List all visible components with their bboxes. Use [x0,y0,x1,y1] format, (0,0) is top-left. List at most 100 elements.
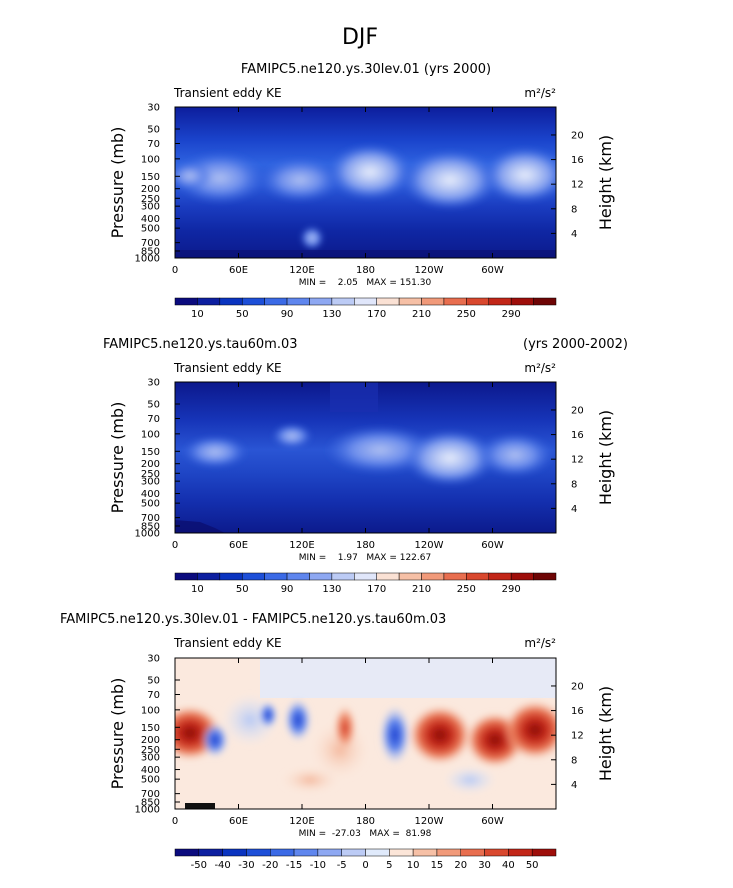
colorbar-swatch [376,297,400,306]
y-tick-label: 1000 [135,254,160,265]
y-tick-label: 30 [147,378,160,389]
min-max-stats: MIN = 2.05 MAX = 151.30 [299,278,432,288]
y-tick-label: 150 [141,723,160,734]
y-tick-label: 30 [147,103,160,114]
y-tick-label: 50 [147,399,160,410]
chart-panel-1: FAMIPC5.ne120.ys.30lev.01 (yrs 2000) Tra… [173,62,557,259]
x-tick-label: 0 [172,816,178,827]
y-axis-label: Pressure (mb) [108,127,127,239]
colorbar-label: 5 [386,860,392,871]
colorbar-swatch [466,572,490,581]
colorbar-swatch [341,848,366,857]
y2-tick-label: 20 [571,405,584,416]
colorbar-swatch [531,848,557,857]
colorbar-swatch [354,572,377,581]
colorbar-label: 30 [478,860,491,871]
colorbar-label: 10 [407,860,420,871]
x-tick-label: 120E [289,816,314,827]
colorbar-swatch [460,848,485,857]
colorbar-label: -5 [337,860,347,871]
x-tick-label: 60E [229,265,248,276]
contour-field [175,658,556,809]
colorbar-swatch [286,572,310,581]
x-tick-label: 120W [415,265,444,276]
colorbar-label: 290 [502,309,521,320]
colorbar-label: 130 [322,584,341,595]
colorbar-swatch [219,572,243,581]
colorbar-label: 250 [457,309,476,320]
colorbar-label: 10 [191,584,204,595]
colorbar-swatch [365,848,390,857]
y-tick-label: 850 [141,798,160,809]
x-tick-label: 180 [356,265,375,276]
colorbar-label: -40 [214,860,230,871]
y-tick-label: 700 [141,238,160,249]
y2-tick-label: 12 [571,180,584,191]
y-tick-label: 850 [141,247,160,258]
y2-tick-label: 12 [571,731,584,742]
colorbar-swatch [293,848,319,857]
colorbar-swatch [219,297,243,306]
y2-tick-label: 4 [571,504,577,515]
contour-field [175,382,556,533]
colorbar-label: -15 [286,860,302,871]
page-title: DJF [342,25,378,50]
colorbar-label: 20 [454,860,467,871]
y2-tick-label: 16 [571,155,584,166]
axes-panel-1: 3050701001502002503004005007008501000201… [108,103,615,321]
colorbar-swatch [533,297,557,306]
colorbar-label: 170 [367,309,386,320]
y-tick-label: 70 [147,690,160,701]
chart-panel-3: FAMIPC5.ne120.ys.30lev.01 - FAMIPC5.ne12… [60,612,557,810]
colorbar-swatch [264,572,288,581]
colorbar-swatch [436,848,461,857]
y-tick-label: 150 [141,447,160,458]
y-tick-label: 500 [141,499,160,510]
colorbar-label: 10 [191,309,204,320]
chart-subtitle: Transient eddy KE [173,361,282,375]
chart-units: m²/s² [524,636,556,650]
y-tick-label: 200 [141,735,160,746]
colorbar-swatch [197,572,221,581]
y-tick-label: 250 [141,194,160,205]
y-tick-label: 50 [147,124,160,135]
axes-panel-2: 3050701001502002503004005007008501000201… [108,378,615,596]
y2-axis-label: Height (km) [596,135,615,230]
y-axis-label: Pressure (mb) [108,678,127,790]
y-tick-label: 70 [147,139,160,150]
y2-tick-label: 20 [571,130,584,141]
y-tick-label: 300 [141,753,160,764]
x-tick-label: 120E [289,265,314,276]
y-tick-label: 1000 [135,805,160,816]
y-tick-label: 500 [141,775,160,786]
colorbar-swatch [488,572,512,581]
colorbar-swatch [241,297,265,306]
y-tick-label: 250 [141,745,160,756]
colorbar-swatch [241,572,265,581]
colorbar-swatch [508,848,533,857]
colorbar-label: 130 [322,309,341,320]
colorbar: 10 50 90 130 170 210 250 290 [174,572,557,595]
y2-tick-label: 20 [571,681,584,692]
axes-panel-3: 3050701001502002503004005007008501000201… [108,654,615,872]
x-tick-label: 180 [356,816,375,827]
contour-field [175,107,556,258]
y-tick-label: 100 [141,429,160,440]
y-tick-label: 70 [147,414,160,425]
colorbar-label: 0 [362,860,368,871]
x-tick-label: 0 [172,540,178,551]
colorbar-label: 50 [236,584,249,595]
colorbar-label: -50 [191,860,207,871]
y-tick-label: 500 [141,224,160,235]
colorbar-swatch [331,572,355,581]
min-max-stats: MIN = 1.97 MAX = 122.67 [299,553,431,563]
colorbar-swatch [197,297,221,306]
y-tick-label: 700 [141,789,160,800]
colorbar-swatch [510,297,534,306]
y2-axis-label: Height (km) [596,686,615,781]
y-tick-label: 400 [141,489,160,500]
y2-tick-label: 16 [571,430,584,441]
y-tick-label: 1000 [135,529,160,540]
colorbar: 10 50 90 130 170 210 250 290 [174,297,557,320]
chart-title-years: (yrs 2000-2002) [523,337,628,352]
